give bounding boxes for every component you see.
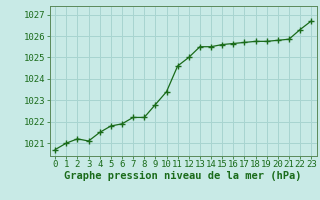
X-axis label: Graphe pression niveau de la mer (hPa): Graphe pression niveau de la mer (hPa) bbox=[64, 171, 302, 181]
